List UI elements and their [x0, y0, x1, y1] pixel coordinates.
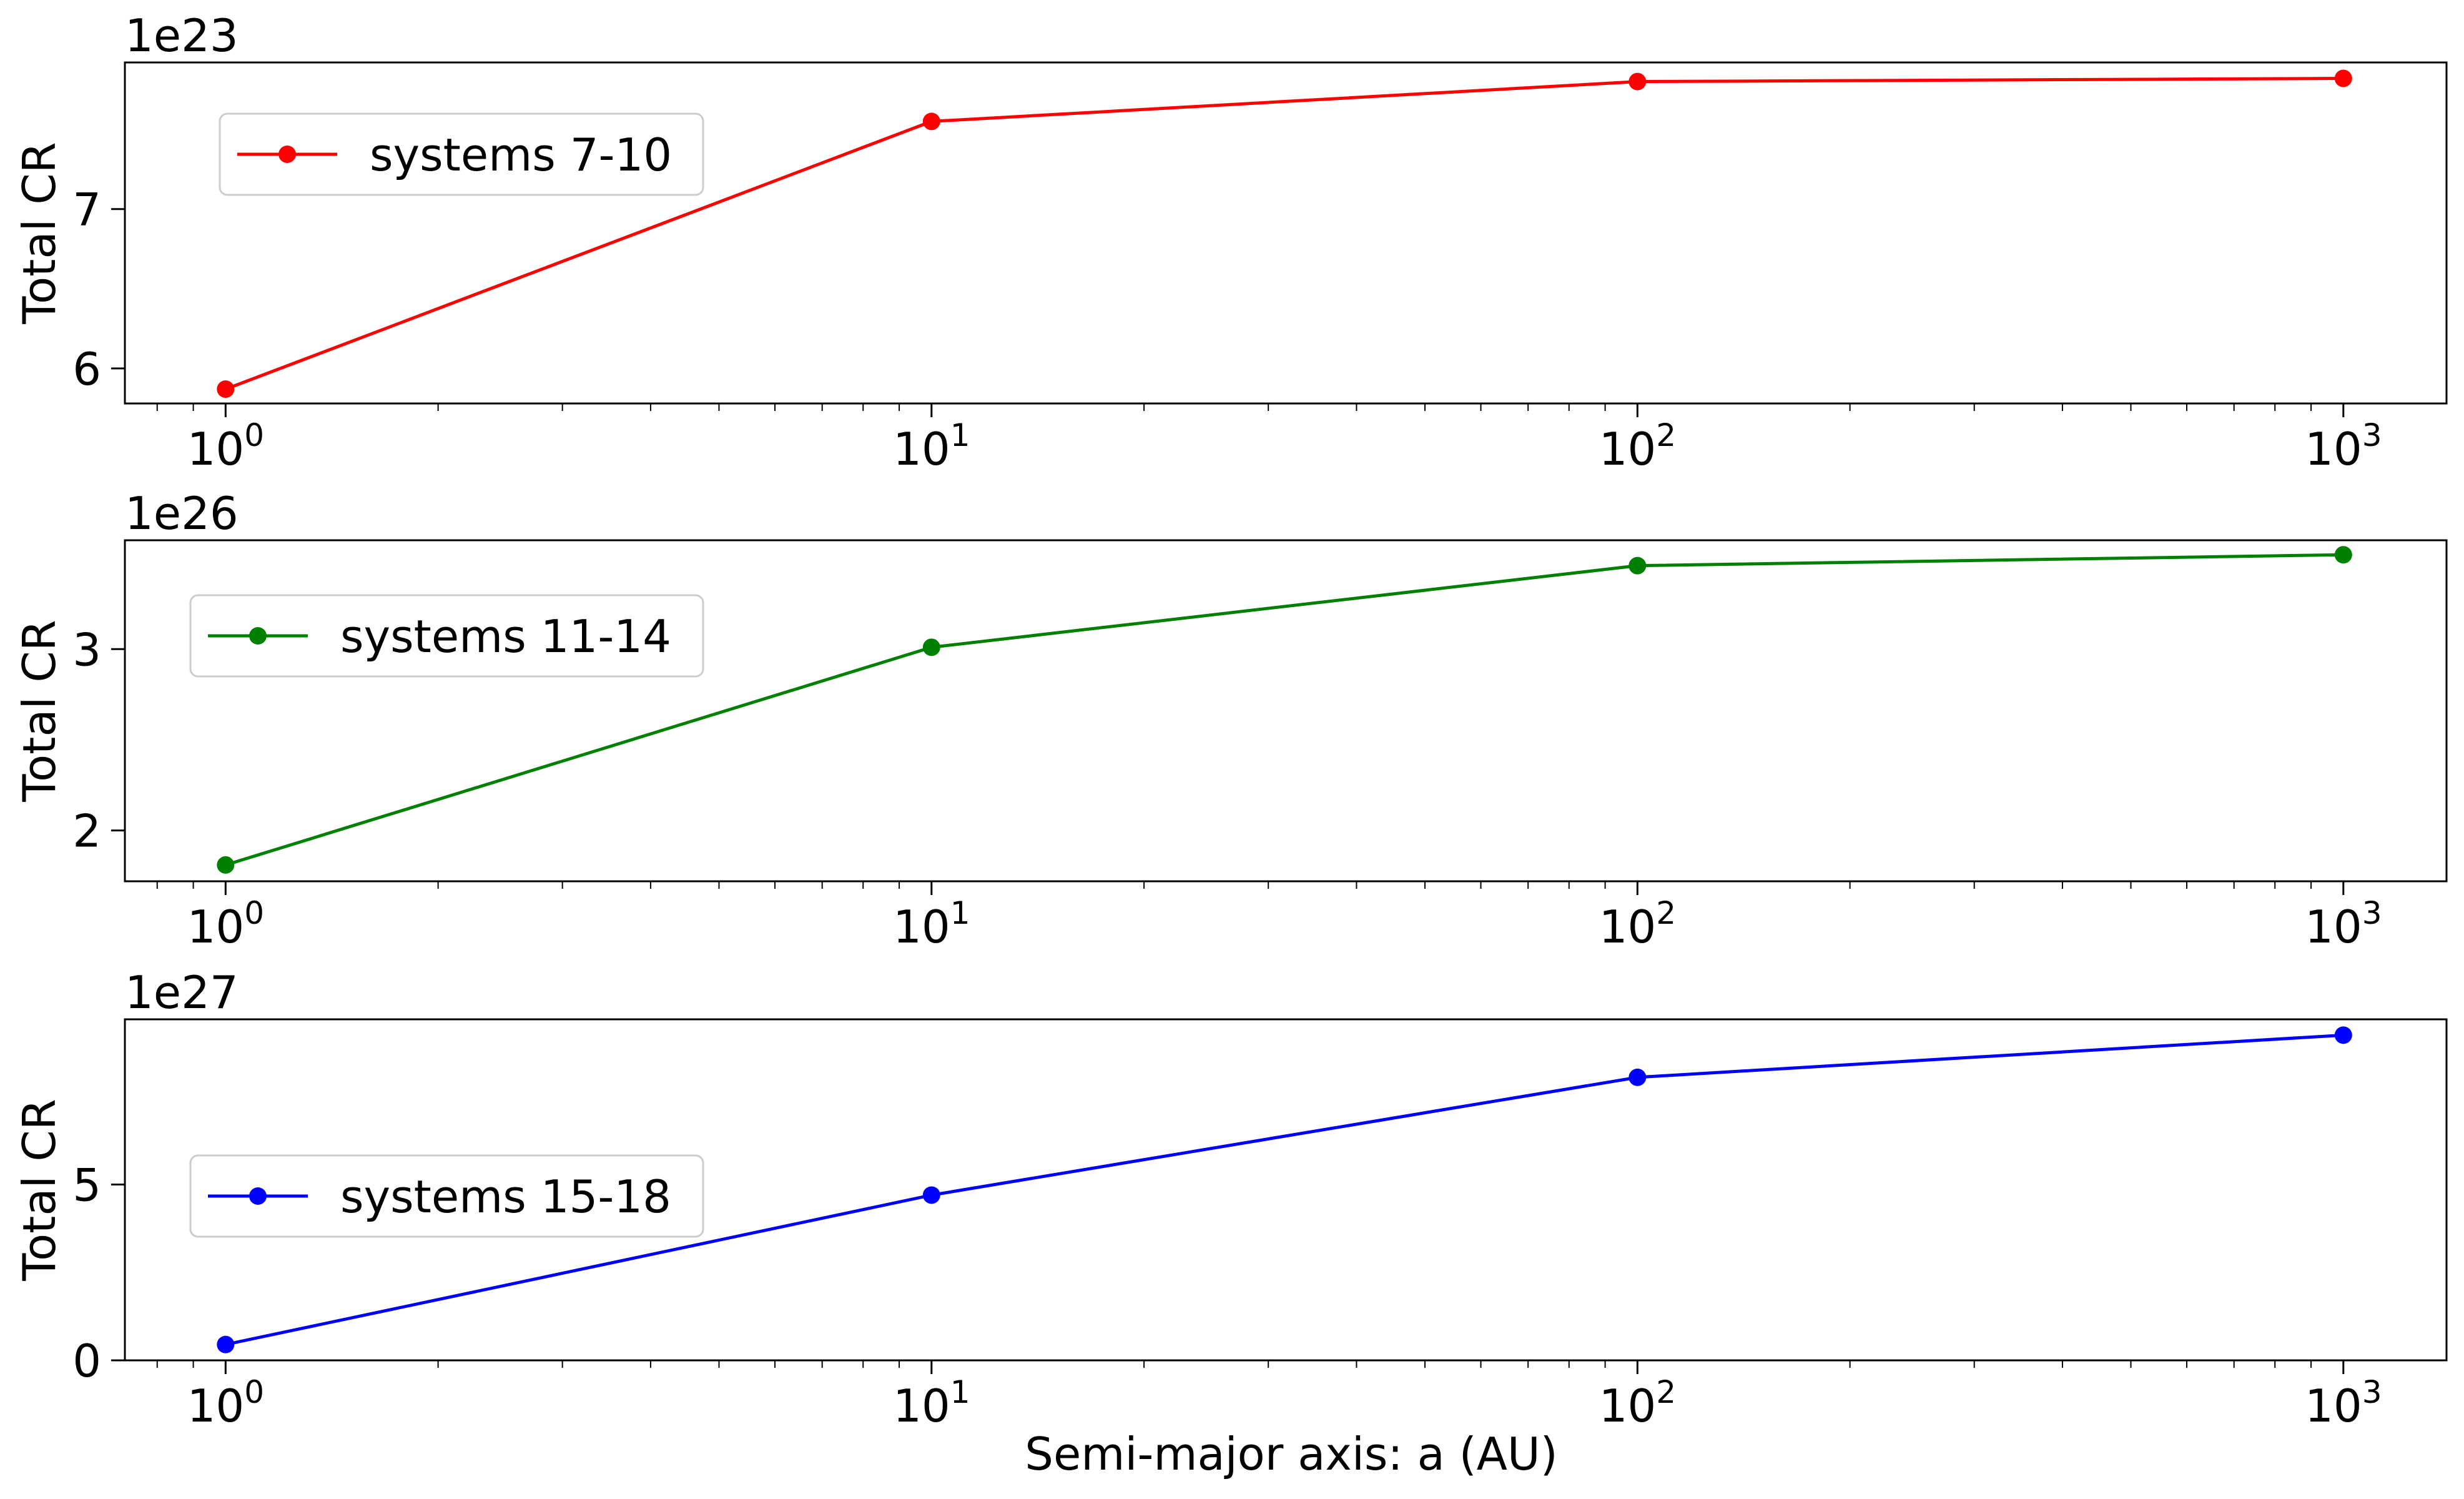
- legend-label: systems 15-18: [340, 1170, 671, 1223]
- chart-panel-bottom: 100 101 102 103 0 5 1e27 Total CR systems 15-18: [13, 966, 2448, 1432]
- y-axis-label: Total CR: [13, 620, 66, 802]
- data-point: [217, 1335, 235, 1353]
- x-tick-label: 101: [893, 417, 970, 475]
- y-offset-text: 1e23: [125, 9, 239, 62]
- legend-marker: [278, 146, 296, 163]
- y-tick-label: 2: [72, 805, 101, 858]
- chart-panel-top: 100 101 102 103 6 7 1e23 Total CR systems 7-10: [13, 9, 2448, 475]
- y-axis-label: Total CR: [13, 142, 66, 324]
- axes-frame: [124, 1018, 2448, 1362]
- y-tick-label: 0: [72, 1335, 101, 1387]
- series-line: [225, 553, 2343, 867]
- legend-box: [219, 112, 704, 196]
- chart-panel-middle: 100 101 102 103 2 3 1e26 Total CR systems 11-14: [13, 487, 2448, 953]
- data-point: [2334, 1026, 2352, 1044]
- legend-box: [189, 1154, 704, 1238]
- x-axis-label: Semi-major axis: a (AU): [1025, 1428, 1557, 1480]
- data-point: [922, 638, 940, 656]
- x-tick-label: 103: [2305, 417, 2382, 475]
- x-tick-label: 101: [893, 1374, 970, 1432]
- y-tick-label: 5: [72, 1159, 101, 1212]
- data-point: [217, 380, 235, 398]
- x-tick-label: 103: [2305, 1374, 2382, 1432]
- data-point: [1629, 72, 1647, 91]
- x-tick-label: 100: [187, 1374, 264, 1432]
- y-tick-label: 3: [72, 623, 101, 676]
- y-tick-label: 6: [72, 343, 101, 395]
- data-point: [922, 1186, 940, 1204]
- legend-marker: [249, 627, 267, 645]
- axes-frame: [124, 539, 2448, 883]
- x-tick-label: 102: [1599, 1374, 1676, 1432]
- y-offset-text: 1e27: [125, 966, 239, 1019]
- legend-marker: [249, 1187, 267, 1205]
- x-tick-label: 102: [1599, 417, 1676, 475]
- data-point: [1629, 557, 1647, 575]
- series-line: [225, 1033, 2343, 1347]
- data-point: [2334, 546, 2352, 564]
- x-tick-label: 102: [1599, 895, 1676, 953]
- x-tick-label: 100: [187, 895, 264, 953]
- y-tick-label: 7: [72, 184, 101, 236]
- x-tick-label: 101: [893, 895, 970, 953]
- legend-label: systems 11-14: [340, 610, 671, 663]
- x-tick-label: 103: [2305, 895, 2382, 953]
- data-point: [217, 856, 235, 874]
- legend-box: [189, 594, 704, 678]
- legend-label: systems 7-10: [370, 129, 672, 181]
- x-tick-label: 100: [187, 417, 264, 475]
- y-axis-label: Total CR: [13, 1099, 66, 1281]
- data-point: [2334, 69, 2352, 87]
- data-point: [922, 112, 940, 131]
- series-line: [225, 77, 2343, 391]
- data-point: [1629, 1068, 1647, 1086]
- y-offset-text: 1e26: [125, 487, 239, 540]
- axes-frame: [124, 61, 2448, 405]
